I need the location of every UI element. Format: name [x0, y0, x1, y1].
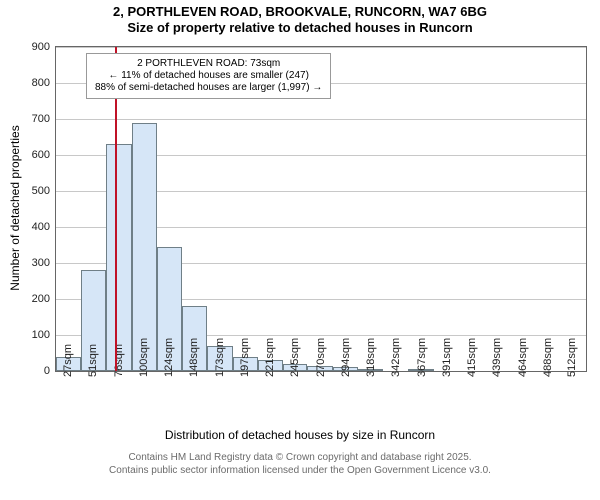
histogram-bar: [106, 144, 132, 371]
x-tick-label: 391sqm: [441, 338, 453, 377]
x-tick-label: 342sqm: [390, 338, 402, 377]
x-tick-label: 197sqm: [239, 338, 251, 377]
title-line-1: 2, PORTHLEVEN ROAD, BROOKVALE, RUNCORN, …: [0, 4, 600, 20]
y-tick-label: 500: [32, 185, 56, 197]
x-axis-label: Distribution of detached houses by size …: [0, 428, 600, 442]
x-tick-label: 148sqm: [188, 338, 200, 377]
x-tick-label: 124sqm: [163, 338, 175, 377]
y-tick-label: 100: [32, 329, 56, 341]
y-tick-label: 200: [32, 293, 56, 305]
title-line-2: Size of property relative to detached ho…: [0, 20, 600, 36]
y-tick-label: 700: [32, 113, 56, 125]
x-tick-label: 439sqm: [491, 338, 503, 377]
x-tick-label: 415sqm: [466, 338, 478, 377]
y-tick-label: 900: [32, 41, 56, 53]
x-tick-label: 100sqm: [138, 338, 150, 377]
y-tick-label: 0: [44, 365, 56, 377]
x-tick-label: 464sqm: [517, 338, 529, 377]
y-tick-label: 800: [32, 77, 56, 89]
y-axis-label: Number of detached properties: [8, 125, 22, 290]
footnote-line-2: Contains public sector information licen…: [0, 465, 600, 478]
grid-line: [56, 119, 586, 120]
histogram-bar: [132, 123, 157, 371]
x-tick-label: 245sqm: [289, 338, 301, 377]
y-tick-label: 400: [32, 221, 56, 233]
callout-box: 2 PORTHLEVEN ROAD: 73sqm← 11% of detache…: [86, 53, 331, 99]
callout-line-2: ← 11% of detached houses are smaller (24…: [95, 70, 322, 82]
x-tick-label: 270sqm: [315, 338, 327, 377]
x-tick-label: 221sqm: [264, 338, 276, 377]
x-tick-label: 294sqm: [340, 338, 352, 377]
callout-line-3: 88% of semi-detached houses are larger (…: [95, 82, 322, 94]
x-tick-label: 488sqm: [542, 338, 554, 377]
footnote: Contains HM Land Registry data © Crown c…: [0, 452, 600, 477]
chart-title: 2, PORTHLEVEN ROAD, BROOKVALE, RUNCORN, …: [0, 4, 600, 37]
x-tick-label: 367sqm: [416, 338, 428, 377]
callout-line-1: 2 PORTHLEVEN ROAD: 73sqm: [95, 58, 322, 70]
x-tick-label: 318sqm: [365, 338, 377, 377]
grid-line: [56, 47, 586, 48]
footnote-line-1: Contains HM Land Registry data © Crown c…: [0, 452, 600, 465]
y-tick-label: 300: [32, 257, 56, 269]
y-tick-label: 600: [32, 149, 56, 161]
x-tick-label: 51sqm: [87, 344, 99, 377]
x-tick-label: 173sqm: [214, 338, 226, 377]
plot-area: 010020030040050060070080090027sqm51sqm76…: [55, 46, 587, 372]
x-tick-label: 512sqm: [566, 338, 578, 377]
x-tick-label: 27sqm: [62, 344, 74, 377]
